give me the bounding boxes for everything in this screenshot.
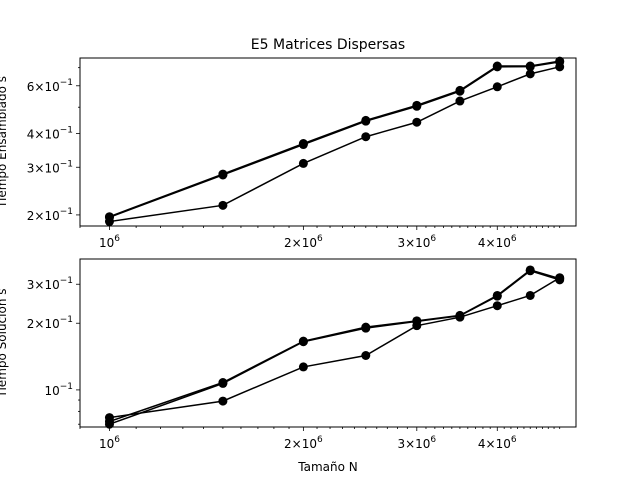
solution-x-tick-label: 3×106 [397,435,436,451]
solution-series-3-point [492,301,502,311]
solution-x-tick-label: 2×106 [284,435,323,451]
assembly-series-2-point [218,170,228,180]
assembly-x-tick-label: 2×106 [284,234,323,250]
solution-series-2-point [525,266,535,276]
solution-series-3-point [298,362,308,372]
assembly-series-3-point [412,117,422,127]
assembly-y-axis-label: Tiempo Ensamblado s [0,76,9,209]
solution-x-tick-label: 4×106 [478,435,517,451]
assembly-x-tick-label: 4×106 [478,234,517,250]
assembly-series-2-point [361,116,371,126]
chart-title: E5 Matrices Dispersas [251,37,405,53]
assembly-series-3-point [525,69,535,79]
assembly-series-3-point [555,62,565,72]
solution-series-2-point [492,291,502,301]
solution-series-3-point [412,321,422,331]
solution-series-3-point [104,413,114,423]
solution-series-3-point [525,290,535,300]
solution-series-2-point [104,419,114,429]
solution-series-3-point [361,351,371,360]
solution-x-ticks: 106 2×106 3×106 4×106 [79,427,561,451]
solution-series-2-point [361,323,371,333]
solution-axes-frame [79,258,577,428]
assembly-series-3-point [104,217,114,227]
solution-series-3-point [455,312,465,322]
assembly-axes-frame [79,57,577,227]
assembly-time-subplot: E5 Matrices Dispersas 106 2×106 3×106 4×106… [0,37,577,250]
assembly-series-3-point [361,132,371,142]
assembly-series-3-point [455,96,465,106]
solution-series-3-point [555,273,565,283]
assembly-series-2-point [412,101,422,111]
assembly-series-3-point [218,200,228,210]
solution-y-axis-label: Tiempo Solución s [0,289,9,399]
assembly-series-2-point [492,62,502,72]
assembly-x-tick-label: 3×106 [397,234,436,250]
x-axis-label: Tamaño N [297,460,357,474]
assembly-series-3-point [492,82,502,92]
solution-series-3-point [218,396,228,406]
assembly-series-3-point [298,158,308,168]
assembly-x-ticks: 106 2×106 3×106 4×106 [79,226,561,250]
solution-series-2-point [298,337,308,347]
solution-time-subplot: 106 2×106 3×106 4×106 10−12×10−13×10−1 Tiem… [0,258,577,474]
assembly-series-2-point [525,62,535,72]
assembly-series-2-point [455,86,465,96]
solution-series-marks [104,265,565,429]
solution-series-2-point [218,378,228,388]
assembly-series-marks [104,56,565,227]
assembly-series-2-point [298,140,308,150]
